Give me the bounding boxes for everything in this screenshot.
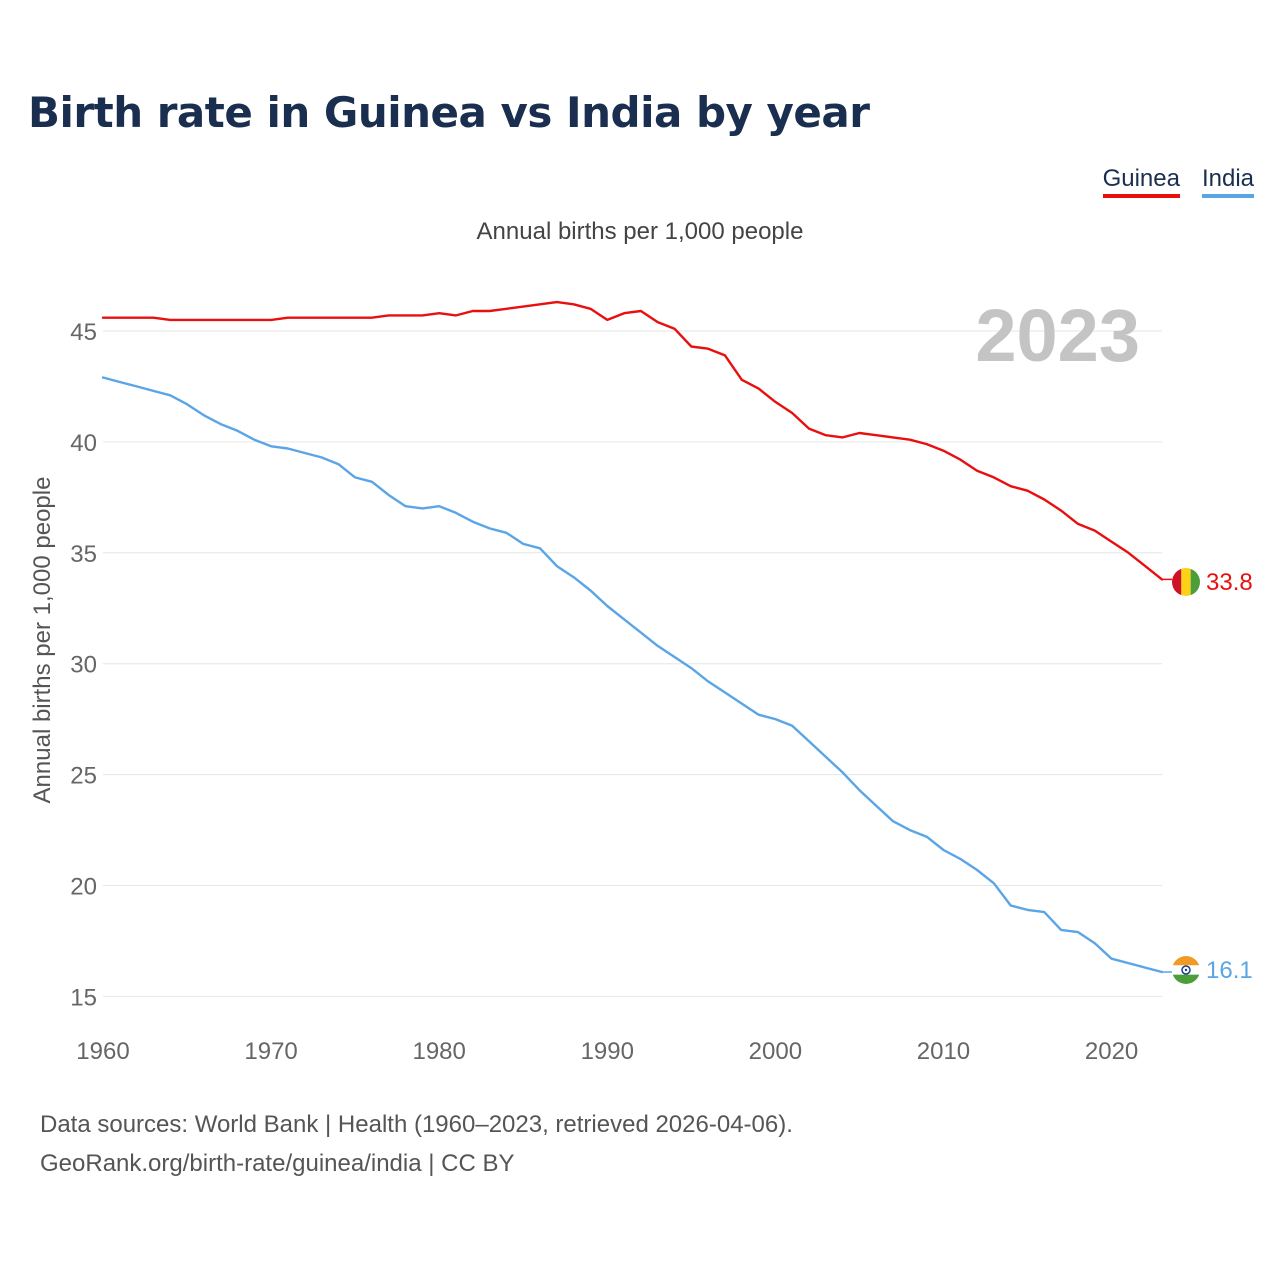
- y-tick-label: 25: [70, 763, 97, 790]
- x-tick-label: 2000: [749, 1038, 802, 1065]
- x-tick-label: 2020: [1085, 1038, 1138, 1065]
- y-tick-label: 20: [70, 874, 97, 901]
- y-axis-label: Annual births per 1,000 people: [29, 477, 56, 804]
- x-tick-label: 1970: [244, 1038, 297, 1065]
- chart-title: Birth rate in Guinea vs India by year: [28, 88, 870, 137]
- india-end-label: 16.1: [1206, 957, 1253, 984]
- guinea-end-label: 33.8: [1206, 569, 1253, 596]
- line-chart: 2023 15 20 25 30 35 40 45 1960 1970 1980 1990 2000…: [29, 294, 1253, 1065]
- legend: Guinea India: [1102, 166, 1254, 198]
- y-tick-label: 15: [70, 984, 97, 1011]
- x-tick-label: 2010: [917, 1038, 970, 1065]
- x-tick-label: 1980: [412, 1038, 465, 1065]
- guinea-flag-icon: [1172, 568, 1200, 596]
- legend-item-guinea[interactable]: Guinea: [1102, 166, 1180, 198]
- chart-subtitle: Annual births per 1,000 people: [476, 218, 804, 245]
- footer: Data sources: World Bank | Health (1960–…: [40, 1105, 793, 1183]
- year-label: 2023: [975, 294, 1140, 377]
- series-line-india[interactable]: [101, 376, 1164, 974]
- legend-item-india[interactable]: India: [1201, 166, 1254, 198]
- footer-link[interactable]: GeoRank.org/birth-rate/guinea/india | CC…: [40, 1150, 515, 1177]
- y-tick-label: 35: [70, 541, 97, 568]
- series-line-guinea[interactable]: [101, 300, 1164, 581]
- y-tick-label: 30: [70, 652, 97, 679]
- footer-sources: Data sources: World Bank | Health (1960–…: [40, 1111, 793, 1138]
- x-tick-label: 1990: [581, 1038, 634, 1065]
- india-flag-icon: [1172, 956, 1200, 984]
- y-tick-label: 45: [70, 319, 97, 346]
- y-tick-label: 40: [70, 430, 97, 457]
- x-tick-label: 1960: [76, 1038, 129, 1065]
